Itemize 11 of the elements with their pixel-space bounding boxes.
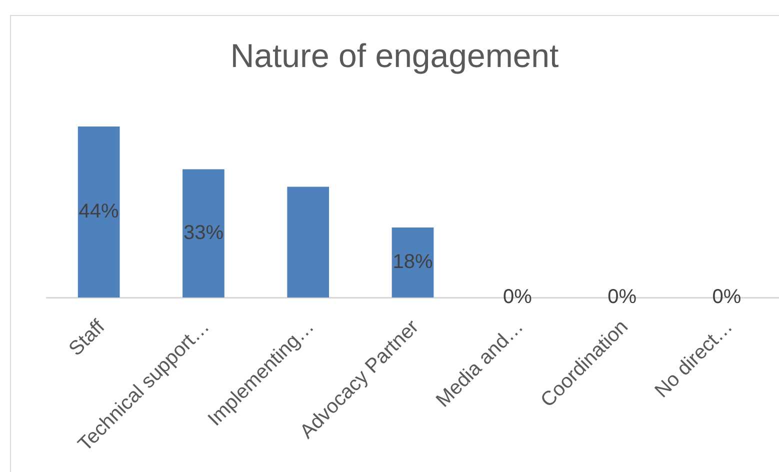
bar bbox=[287, 186, 330, 298]
data-label: 0% bbox=[608, 286, 637, 308]
data-label: 0% bbox=[712, 286, 742, 308]
data-label: 0% bbox=[502, 286, 532, 308]
data-label: 18% bbox=[392, 251, 433, 274]
data-label: 44% bbox=[78, 200, 120, 223]
bar bbox=[78, 126, 120, 298]
bar bbox=[392, 228, 434, 298]
bar bbox=[182, 169, 224, 298]
data-label: 33% bbox=[183, 222, 224, 244]
chart-title: Nature of engagement bbox=[230, 36, 559, 74]
